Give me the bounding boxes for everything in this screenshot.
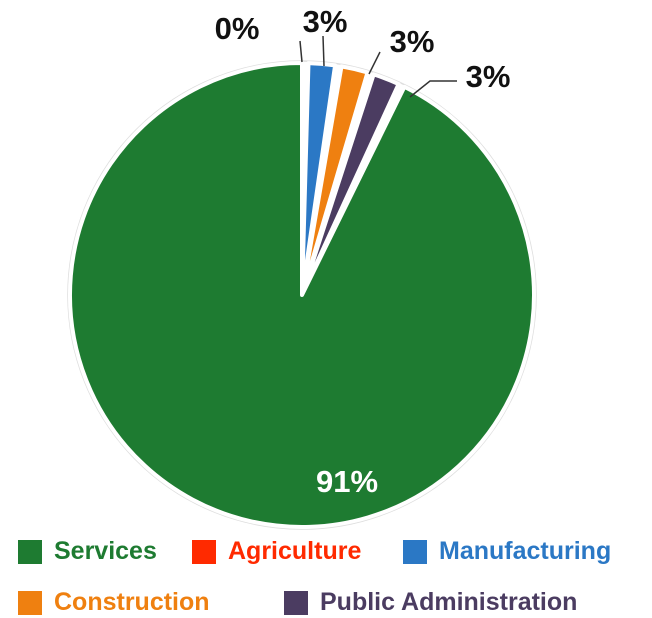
slice-label-construction: 3% xyxy=(390,24,435,59)
pie-slices xyxy=(67,60,537,530)
slice-services xyxy=(68,61,536,529)
slice-public-administration xyxy=(300,72,401,297)
slice-labels: 0% 3% 3% 3% 91% xyxy=(215,4,511,499)
slice-label-services: 91% xyxy=(316,464,378,499)
leader-line-agriculture xyxy=(299,40,303,63)
label-leader-lines xyxy=(299,35,457,98)
slice-label-agriculture: 0% xyxy=(215,11,260,46)
leader-line-public-administration xyxy=(409,80,457,98)
slice-construction xyxy=(300,64,370,297)
slice-label-manufacturing: 3% xyxy=(303,4,348,39)
leader-line-construction xyxy=(368,51,381,75)
leader-line-manufacturing xyxy=(322,35,325,67)
slice-label-public-administration: 3% xyxy=(466,59,511,94)
